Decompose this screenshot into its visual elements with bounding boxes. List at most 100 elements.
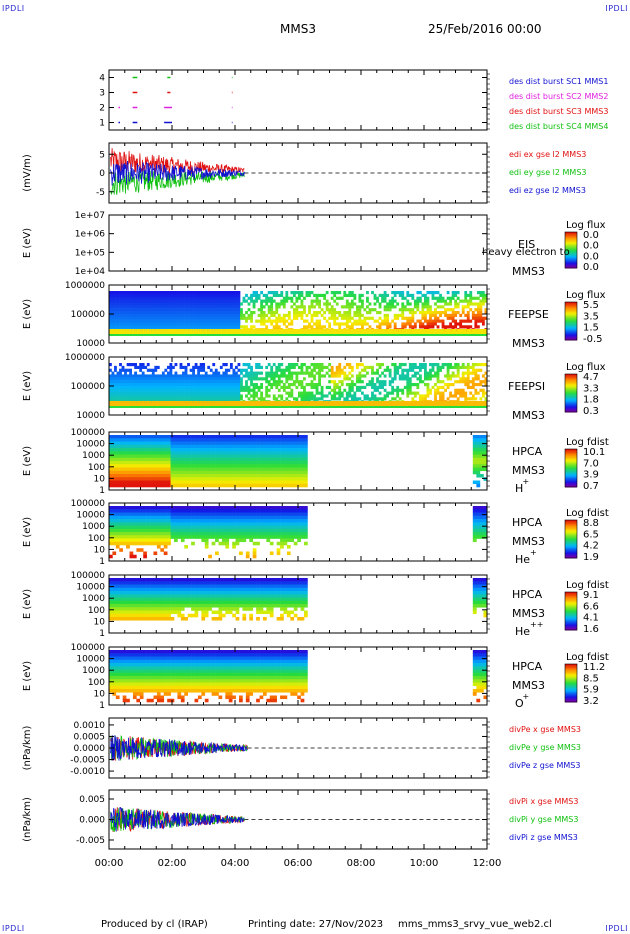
hpca_he-label-species-charge: +	[530, 548, 537, 557]
hpca_h-label-species: H	[515, 482, 523, 495]
feepse-colorbar-cell	[565, 305, 577, 308]
hpca_he-colorbar-cell	[565, 537, 577, 540]
edi-series-2	[110, 160, 245, 186]
hpca_h-colorbar-cell	[565, 469, 577, 472]
feepse-colorbar-cell	[565, 333, 577, 336]
hpca_he-colorbar-cell	[565, 533, 577, 536]
hpca_o-ytick-label: 10	[94, 689, 106, 699]
hpca_he-colorbar-cell	[565, 531, 577, 534]
hpca_he-colorbar-cell	[565, 521, 577, 524]
hpca_h-colorbar-title: Log fdist	[566, 437, 609, 448]
hpca_hepp-colorbar-cell	[565, 611, 577, 613]
eis-colorbar-cell	[565, 234, 577, 237]
feepse-ytick-label: 10000	[76, 339, 105, 349]
hpca_hepp-colorbar-cell	[565, 602, 577, 604]
feepsi-colorbar-cell	[565, 394, 577, 397]
hpca_hepp-colorbar-cell	[565, 599, 577, 602]
feepse-label-spacecraft: MMS3	[512, 337, 545, 350]
hpca_he-ytick-label: 10000	[76, 511, 105, 521]
hpca_o-label-spacecraft: MMS3	[512, 679, 545, 692]
hpca_h-colorbar-cell	[565, 457, 577, 460]
feepsi-colorbar-cell	[565, 374, 577, 376]
hpca_h-colorbar-cell	[565, 470, 577, 473]
eis-colorbar-frame	[564, 231, 578, 269]
divpi-legend-2: divPi z gse MMS3	[509, 833, 578, 842]
feepsi-colorbar-cell	[565, 385, 577, 388]
hpca_h-colorbar-cell	[565, 464, 577, 466]
hpca_o-colorbar-cell	[565, 698, 577, 700]
feepsi-colorbar-cell	[565, 382, 577, 385]
hpca_hepp-ytick-label: 100000	[71, 571, 106, 581]
hpca_o-colorbar-cell	[565, 669, 577, 671]
feepse-colorbar-cell	[565, 331, 577, 333]
feepsi-colorbar-tick: 0.3	[583, 406, 599, 417]
hpca_h-colorbar-cell	[565, 475, 577, 478]
hpca_hepp-colorbar-cell	[565, 618, 577, 621]
feepsi-ytick-label: 10000	[76, 411, 105, 421]
hpca_o-ytick-label: 1	[99, 701, 105, 711]
hpca_he-colorbar-cell	[565, 554, 577, 556]
hpca_hepp-colorbar-cell	[565, 619, 577, 622]
hpca_hepp-colorbar-cell	[565, 622, 577, 625]
hpca_h-colorbar-cell	[565, 476, 577, 479]
feepsi-colorbar-cell	[565, 408, 577, 410]
hpca_hepp-label-species: He	[515, 625, 530, 638]
hpca_h-colorbar-cell	[565, 485, 577, 488]
eis-colorbar-title: Log flux	[566, 220, 606, 231]
feepsi-colorbar-cell	[565, 399, 577, 402]
hpca_h-label-spacecraft: MMS3	[512, 464, 545, 477]
hpca_he-colorbar-cell	[565, 551, 577, 554]
feepse-colorbar-cell	[565, 329, 577, 332]
eis-colorbar-cell	[565, 241, 577, 244]
feepsi-colorbar-cell	[565, 401, 577, 404]
hpca_hepp-spectrogram	[109, 578, 488, 621]
hpca_h-colorbar-cell	[565, 481, 577, 484]
hpca_h-colorbar-cell	[565, 484, 577, 487]
hpca_o-ytick-label: 100000	[71, 643, 106, 653]
feepsi-colorbar-cell	[565, 404, 577, 407]
hpca_o-colorbar-cell	[565, 665, 577, 668]
feepsi-colorbar-cell	[565, 376, 577, 379]
hpca_hepp-colorbar-cell	[565, 614, 577, 617]
eis-colorbar-cell	[565, 242, 577, 245]
feepse-colorbar-cell	[565, 321, 577, 323]
hpca_he-colorbar-cell	[565, 532, 577, 535]
hpca_h-colorbar-cell	[565, 450, 577, 453]
hpca_hepp-label-instrument: HPCA	[512, 588, 543, 601]
eis-colorbar-cell	[565, 236, 577, 239]
divpe-ytick-label: -0.0005	[70, 756, 105, 766]
hpca_h-colorbar-cell	[565, 452, 577, 455]
feepse-ytick-label: 100000	[71, 310, 106, 320]
feepsi-colorbar-title: Log flux	[566, 362, 606, 373]
feepse-colorbar-title: Log flux	[566, 290, 606, 301]
hpca_he-ylabel: E (eV)	[22, 517, 33, 547]
feepse-colorbar-cell	[565, 332, 577, 335]
x-tick-label-4: 08:00	[347, 858, 376, 869]
divpe-legend-2: divPe z gse MMS3	[509, 761, 580, 770]
eis-colorbar-cell	[565, 232, 577, 234]
eis-colorbar-cell	[565, 258, 577, 261]
hpca_h-ytick-label: 10000	[76, 440, 105, 450]
eis-colorbar-cell	[565, 250, 577, 252]
feepsi-colorbar-cell	[565, 400, 577, 403]
feepsi-colorbar-cell	[565, 395, 577, 398]
spacecraft-title: MMS3	[280, 22, 316, 36]
hpca_o-colorbar-cell	[565, 696, 577, 699]
hpca_hepp-colorbar-cell	[565, 595, 577, 598]
hpca_he-ytick-label: 1	[99, 557, 105, 567]
hpca_h-colorbar-cell	[565, 474, 577, 477]
burst-frame	[108, 69, 488, 131]
feepse-colorbar-cell	[565, 322, 577, 325]
hpca_o-colorbar-cell	[565, 685, 577, 688]
hpca_hepp-ytick-label: 10	[94, 617, 106, 627]
footer-printing-date: Printing date: 27/Nov/2023	[248, 919, 384, 930]
feepse-colorbar-tick: -0.5	[583, 334, 603, 345]
hpca_hepp-colorbar-cell	[565, 617, 577, 620]
hpca_o-colorbar-cell	[565, 666, 577, 669]
hpca_h-colorbar-cell	[565, 461, 577, 464]
hpca_h-colorbar-cell	[565, 478, 577, 480]
hpca_he-ytick-label: 100	[88, 534, 105, 544]
hpca_hepp-colorbar-cell	[565, 608, 577, 611]
hpca_he-colorbar-cell	[565, 542, 577, 545]
hpca_o-ytick-label: 10000	[76, 655, 105, 665]
